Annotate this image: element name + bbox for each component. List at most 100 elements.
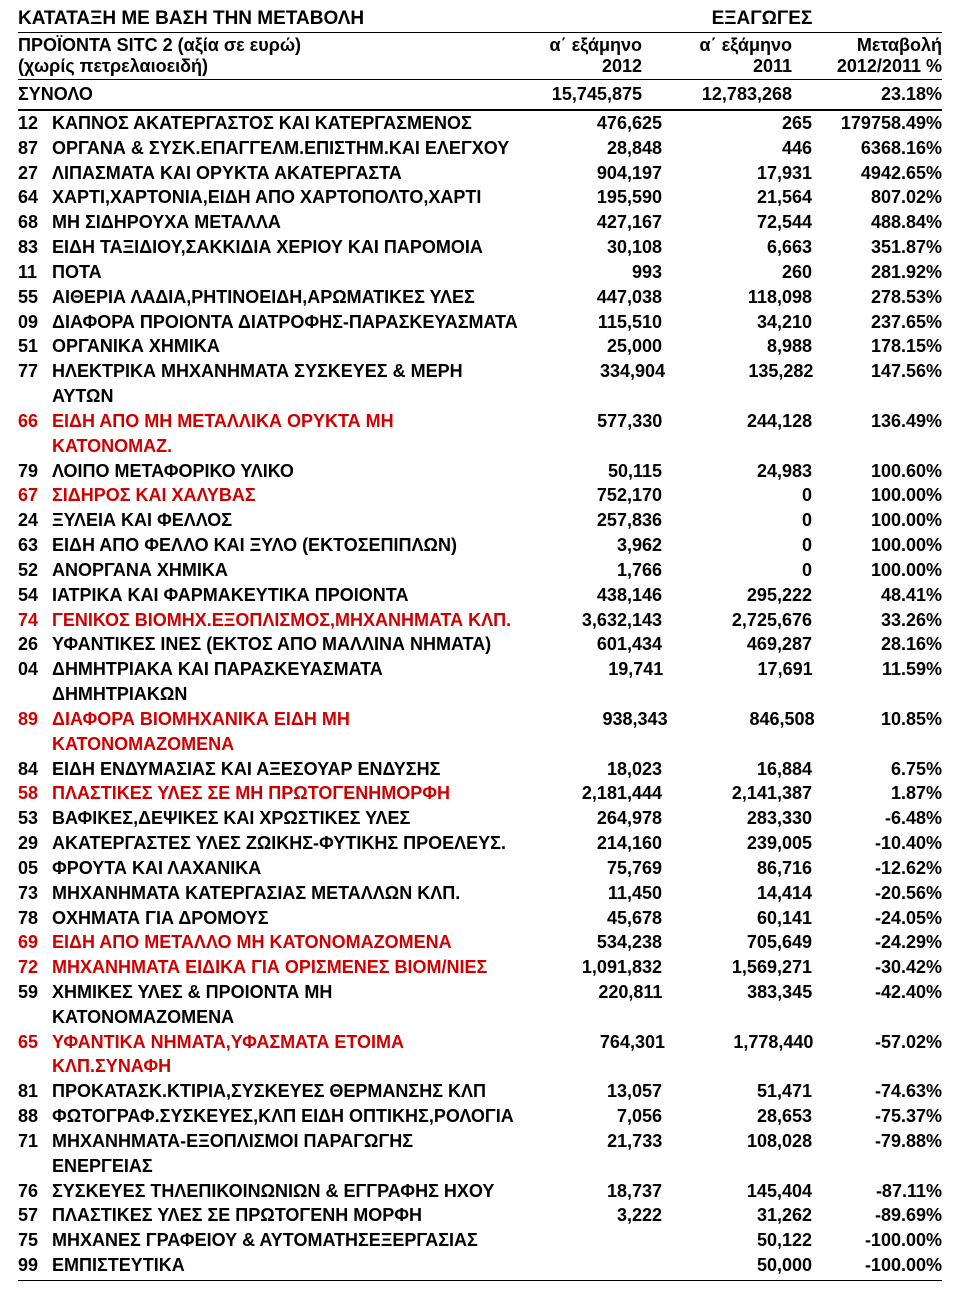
table-row: 29ΑΚΑΤΕΡΓΑΣΤΕΣ ΥΛΕΣ ΖΩΙΚΗΣ-ΦΥΤΙΚΗΣ ΠΡΟΕΛ… [18,831,942,856]
row-value-2012: 7,056 [522,1104,672,1129]
row-value-2012: 18,737 [522,1179,672,1204]
row-value-2012 [522,1228,672,1253]
row-change-pct: -75.37% [822,1104,942,1129]
row-value-2011: 118,098 [672,285,822,310]
row-description: ΠΛΑΣΤΙΚΕΣ ΥΛΕΣ ΣΕ ΠΡΩΤΟΓΕΝΗ ΜΟΡΦΗ [52,1203,522,1228]
row-description: ΜΗΧΑΝΗΜΑΤΑ-ΕΞΟΠΛΙΣΜΟΙ ΠΑΡΑΓΩΓΗΣ ΕΝΕΡΓΕΙΑ… [52,1129,522,1179]
row-code: 29 [18,831,52,856]
header-col-2012: α΄ εξάμηνο 2012 [502,35,652,77]
row-value-2011: 2,141,387 [672,781,822,806]
row-code: 26 [18,632,52,657]
row-value-2011: 469,287 [672,632,822,657]
row-code: 89 [18,707,52,757]
exports-title: ΕΞΑΓΩΓΕΣ [582,8,942,30]
row-change-pct: 6368.16% [822,136,942,161]
row-change-pct: -74.63% [822,1079,942,1104]
row-description: ΕΙΔΗ ΑΠΟ ΜΕΤΑΛΛΟ ΜΗ ΚΑΤΟΝΟΜΑΖΟΜΕΝΑ [52,930,522,955]
table-row: 58ΠΛΑΣΤΙΚΕΣ ΥΛΕΣ ΣΕ ΜΗ ΠΡΩΤΟΓΕΝΗΜΟΡΦΗ2,1… [18,781,942,806]
row-value-2012: 220,811 [523,980,673,1030]
row-description: ΞΥΛΕΙΑ ΚΑΙ ΦΕΛΛΟΣ [52,508,522,533]
table-row: 24ΞΥΛΕΙΑ ΚΑΙ ΦΕΛΛΟΣ257,8360100.00% [18,508,942,533]
row-code: 88 [18,1104,52,1129]
row-change-pct: 100.60% [822,459,942,484]
row-description: ΗΛΕΚΤΡΙΚΑ ΜΗΧΑΝΗΜΑΤΑ ΣΥΣΚΕΥΕΣ & ΜΕΡΗ ΑΥΤ… [52,359,527,409]
table-row: 81ΠΡΟΚΑΤΑΣΚ.ΚΤΙΡΙΑ,ΣΥΣΚΕΥΕΣ ΘΕΡΜΑΝΣΗΣ ΚΛ… [18,1079,942,1104]
table-body: 12ΚΑΠΝΟΣ ΑΚΑΤΕΡΓΑΣΤΟΣ ΚΑΙ ΚΑΤΕΡΓΑΣΜΕΝΟΣ4… [18,111,942,1281]
table-row: 77ΗΛΕΚΤΡΙΚΑ ΜΗΧΑΝΗΜΑΤΑ ΣΥΣΚΕΥΕΣ & ΜΕΡΗ Α… [18,359,942,409]
row-value-2012: 438,146 [522,583,672,608]
row-change-pct: -24.05% [822,906,942,931]
row-change-pct: -6.48% [822,806,942,831]
row-code: 57 [18,1203,52,1228]
row-code: 74 [18,608,52,633]
table-row: 64ΧΑΡΤΙ,ΧΑΡΤΟΝΙΑ,ΕΙΔΗ ΑΠΟ ΧΑΡΤΟΠΟΛΤΟ,ΧΑΡ… [18,185,942,210]
row-change-pct: 351.87% [822,235,942,260]
row-code: 68 [18,210,52,235]
row-code: 58 [18,781,52,806]
row-value-2012: 3,962 [522,533,672,558]
table-row: 05ΦΡΟΥΤΑ ΚΑΙ ΛΑΧΑΝΙΚΑ75,76986,716-12.62% [18,856,942,881]
row-value-2012: 11,450 [522,881,672,906]
table-row: 55ΑΙΘΕΡΙΑ ΛΑΔΙΑ,ΡΗΤΙΝΟΕΙΔΗ,ΑΡΩΜΑΤΙΚΕΣ ΥΛ… [18,285,942,310]
row-description: ΟΧΗΜΑΤΑ ΓΙΑ ΔΡΟΜΟΥΣ [52,906,522,931]
row-value-2011: 108,028 [672,1129,822,1179]
table-row: 72ΜΗΧΑΝΗΜΑΤΑ ΕΙΔΙΚΑ ΓΙΑ ΟΡΙΣΜΕΝΕΣ ΒΙΟΜ/Ν… [18,955,942,980]
row-change-pct: -57.02% [823,1030,942,1080]
row-change-pct: -100.00% [822,1228,942,1253]
row-description: ΑΙΘΕΡΙΑ ΛΑΔΙΑ,ΡΗΤΙΝΟΕΙΔΗ,ΑΡΩΜΑΤΙΚΕΣ ΥΛΕΣ [52,285,522,310]
row-value-2012: 115,510 [522,310,672,335]
row-value-2012: 50,115 [522,459,672,484]
table-row: 78ΟΧΗΜΑΤΑ ΓΙΑ ΔΡΟΜΟΥΣ45,67860,141-24.05% [18,906,942,931]
row-code: 76 [18,1179,52,1204]
table-row: 71ΜΗΧΑΝΗΜΑΤΑ-ΕΞΟΠΛΙΣΜΟΙ ΠΑΡΑΓΩΓΗΣ ΕΝΕΡΓΕ… [18,1129,942,1179]
table-row: 26ΥΦΑΝΤΙΚΕΣ ΙΝΕΣ (ΕΚΤΟΣ ΑΠΟ ΜΑΛΛΙΝΑ ΝΗΜΑ… [18,632,942,657]
row-change-pct: -87.11% [822,1179,942,1204]
table-row: 53ΒΑΦΙΚΕΣ,ΔΕΨΙΚΕΣ ΚΑΙ ΧΡΩΣΤΙΚΕΣ ΥΛΕΣ264,… [18,806,942,831]
table-row: 52ΑΝΟΡΓΑΝΑ ΧΗΜΙΚΑ1,7660100.00% [18,558,942,583]
row-code: 64 [18,185,52,210]
table-row: 69ΕΙΔΗ ΑΠΟ ΜΕΤΑΛΛΟ ΜΗ ΚΑΤΟΝΟΜΑΖΟΜΕΝΑ534,… [18,930,942,955]
row-value-2012: 2,181,444 [522,781,672,806]
row-value-2011: 846,508 [678,707,825,757]
row-description: ΟΡΓΑΝΑ & ΣΥΣΚ.ΕΠΑΓΓΕΛΜ.ΕΠΙΣΤΗΜ.ΚΑΙ ΕΛΕΓΧ… [52,136,522,161]
row-value-2011: 705,649 [672,930,822,955]
header-product-line2: (χωρίς πετρελαιοειδή) [18,56,502,77]
row-value-2011: 28,653 [672,1104,822,1129]
table-row: 75ΜΗΧΑΝΕΣ ΓΡΑΦΕΙΟΥ & ΑΥΤΟΜΑΤΗΣΕΞΕΡΓΑΣΙΑΣ… [18,1228,942,1253]
document-page: ΚΑΤΑΤΑΞΗ ΜΕ ΒΑΣΗ ΤΗΝ ΜΕΤΑΒΟΛΗ ΕΞΑΓΩΓΕΣ Π… [0,0,960,1291]
row-description: ΚΑΠΝΟΣ ΑΚΑΤΕΡΓΑΣΤΟΣ ΚΑΙ ΚΑΤΕΡΓΑΣΜΕΝΟΣ [52,111,522,136]
row-code: 83 [18,235,52,260]
row-description: ΕΙΔΗ ΑΠΟ ΜΗ ΜΕΤΑΛΛΙΚΑ ΟΡΥΚΤΑ ΜΗ ΚΑΤΟΝΟΜΑ… [52,409,522,459]
row-description: ΑΚΑΤΕΡΓΑΣΤΕΣ ΥΛΕΣ ΖΩΙΚΗΣ-ΦΥΤΙΚΗΣ ΠΡΟΕΛΕΥ… [52,831,522,856]
row-change-pct: 178.15% [822,334,942,359]
row-value-2011: 295,222 [672,583,822,608]
row-value-2012: 1,091,832 [522,955,672,980]
row-change-pct: 10.85% [825,707,942,757]
row-value-2012: 195,590 [522,185,672,210]
row-value-2011: 239,005 [672,831,822,856]
row-code: 24 [18,508,52,533]
row-code: 52 [18,558,52,583]
row-code: 78 [18,906,52,931]
header-col-2011-line2: 2011 [652,56,792,77]
row-value-2012: 75,769 [522,856,672,881]
row-change-pct: 488.84% [822,210,942,235]
row-change-pct: 48.41% [822,583,942,608]
row-description: ΕΙΔΗ ΕΝΔΥΜΑΣΙΑΣ ΚΑΙ ΑΞΕΣΟΥΑΡ ΕΝΔΥΣΗΣ [52,757,522,782]
row-code: 99 [18,1253,52,1278]
table-row: 51ΟΡΓΑΝΙΚΑ ΧΗΜΙΚΑ25,0008,988178.15% [18,334,942,359]
row-change-pct: 100.00% [822,483,942,508]
row-change-pct: -100.00% [822,1253,942,1278]
table-row: 87ΟΡΓΑΝΑ & ΣΥΣΚ.ΕΠΑΓΓΕΛΜ.ΕΠΙΣΤΗΜ.ΚΑΙ ΕΛΕ… [18,136,942,161]
row-change-pct: -12.62% [822,856,942,881]
row-description: ΠΛΑΣΤΙΚΕΣ ΥΛΕΣ ΣΕ ΜΗ ΠΡΩΤΟΓΕΝΗΜΟΡΦΗ [52,781,522,806]
row-value-2011: 383,345 [672,980,822,1030]
row-code: 54 [18,583,52,608]
table-row: 04ΔΗΜΗΤΡΙΑΚΑ ΚΑΙ ΠΑΡΑΣΚΕΥΑΣΜΑΤΑ ΔΗΜΗΤΡΙΑ… [18,657,942,707]
row-code: 04 [18,657,52,707]
row-value-2012: 938,343 [531,707,678,757]
total-row: ΣΥΝΟΛΟ 15,745,875 12,783,268 23.18% [18,80,942,111]
row-value-2012: 18,023 [522,757,672,782]
row-value-2012 [522,1253,672,1278]
total-label: ΣΥΝΟΛΟ [18,84,502,105]
